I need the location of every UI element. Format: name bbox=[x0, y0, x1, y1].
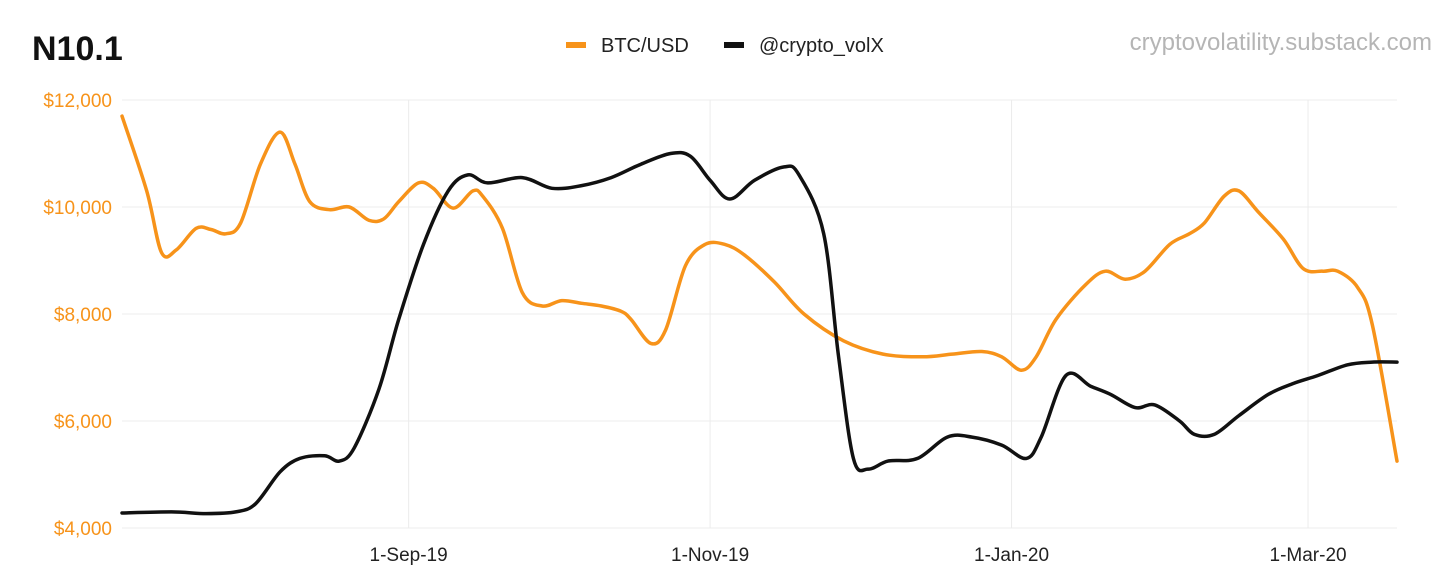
series-line-crypto-volx bbox=[120, 150, 1399, 516]
series-line-btc-usd bbox=[120, 114, 1399, 463]
source-label: cryptovolatility.substack.com bbox=[1130, 29, 1432, 56]
legend-label-btc: BTC/USD bbox=[601, 35, 689, 57]
legend: BTC/USD @crypto_volX bbox=[566, 35, 884, 57]
x-tick-label: 1-Sep-19 bbox=[370, 545, 448, 566]
x-tick-label: 1-Jan-20 bbox=[974, 545, 1049, 566]
series-layer bbox=[120, 114, 1399, 516]
chart-title: N10.1 bbox=[32, 30, 123, 68]
legend-label-volx: @crypto_volX bbox=[759, 35, 884, 57]
y-axis: $4,000 $6,000 $8,000 $10,000 $12,000 bbox=[43, 91, 112, 540]
y-tick-label: $8,000 bbox=[54, 305, 112, 326]
y-tick-label: $6,000 bbox=[54, 412, 112, 433]
x-tick-label: 1-Nov-19 bbox=[671, 545, 749, 566]
y-tick-label: $10,000 bbox=[43, 198, 112, 219]
x-tick-label: 1-Mar-20 bbox=[1270, 545, 1347, 566]
y-tick-label: $12,000 bbox=[43, 91, 112, 112]
x-axis: 1-Sep-19 1-Nov-19 1-Jan-20 1-Mar-20 bbox=[370, 545, 1347, 566]
grid bbox=[122, 99, 1397, 529]
y-tick-label: $4,000 bbox=[54, 519, 112, 540]
